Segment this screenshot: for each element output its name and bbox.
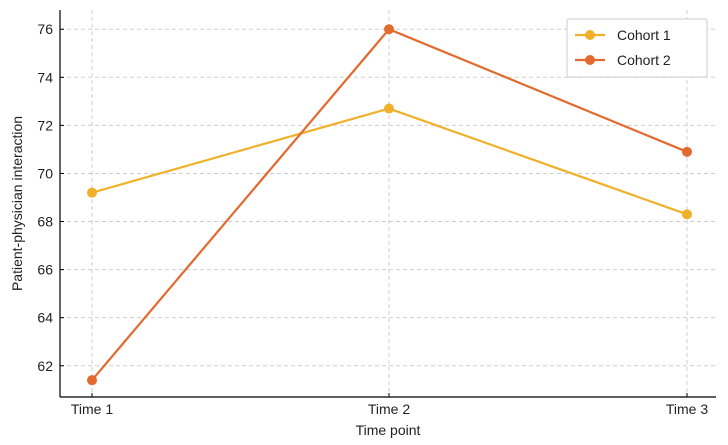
y-tick-label: 76: [37, 21, 53, 37]
x-axis-title: Time point: [356, 422, 421, 438]
data-point-cohort-2: [87, 375, 97, 386]
data-point-cohort-1: [87, 187, 97, 198]
y-tick-label: 64: [37, 310, 53, 326]
y-tick-label: 62: [37, 358, 53, 374]
data-point-cohort-1: [682, 209, 692, 220]
x-tick-label: Time 2: [368, 401, 410, 417]
legend-label-cohort-2: Cohort 2: [617, 52, 671, 68]
legend: Cohort 1 Cohort 2: [566, 18, 708, 78]
axes: [59, 10, 716, 398]
x-tick-label: Time 3: [666, 401, 708, 417]
y-tick-label: 66: [37, 262, 53, 278]
data-point-cohort-2: [384, 24, 394, 35]
legend-box: [566, 18, 708, 78]
legend-marker-cohort-1: [585, 30, 595, 40]
data-point-cohort-1: [384, 103, 394, 114]
y-axis-title: Patient-physician interaction: [9, 116, 25, 291]
y-tick-label: 70: [37, 165, 53, 181]
legend-marker-cohort-2: [585, 55, 595, 65]
y-tick-label: 68: [37, 214, 53, 230]
ticks: 62 64 66 68 70 72 74 76 Time 1 Time 2 Time 3: [37, 21, 708, 417]
y-tick-label: 74: [37, 69, 53, 85]
series-layer: [87, 24, 692, 386]
data-point-cohort-2: [682, 146, 692, 157]
legend-label-cohort-1: Cohort 1: [617, 27, 671, 43]
x-tick-label: Time 1: [71, 401, 113, 417]
y-tick-label: 72: [37, 117, 53, 133]
